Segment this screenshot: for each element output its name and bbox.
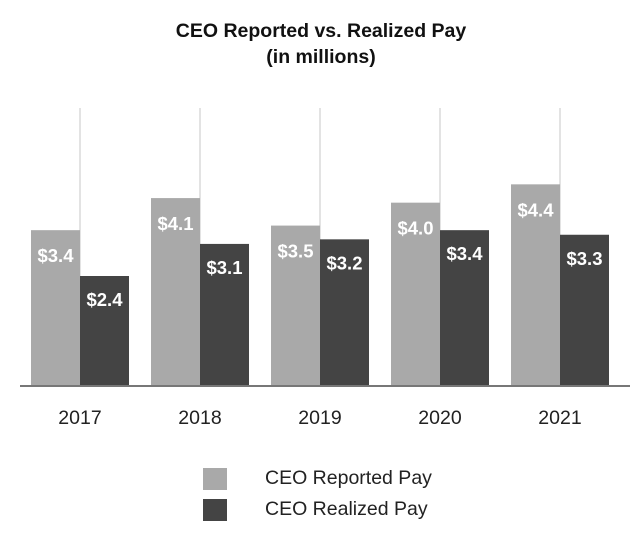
bar-realized-2019 [320, 239, 369, 386]
x-tick-label: 2020 [418, 407, 462, 429]
legend-item-reported: CEO Reported Pay [203, 467, 432, 490]
bar-reported-2019 [271, 225, 320, 386]
legend-swatch-realized [203, 498, 227, 521]
x-tick-label: 2017 [58, 407, 101, 429]
data-label: $3.3 [566, 248, 602, 269]
data-label: $3.1 [206, 257, 242, 278]
data-label: $2.4 [86, 289, 123, 310]
legend-item-realized: CEO Realized Pay [203, 498, 428, 521]
data-label: $3.5 [277, 241, 313, 262]
legend-swatch-reported [203, 467, 227, 490]
bar-reported-2018 [151, 198, 200, 386]
bar-reported-2021 [511, 184, 560, 386]
subtitle-text: (in millions) [266, 46, 376, 68]
legend-label-realized: CEO Realized Pay [265, 498, 428, 520]
data-label: $3.2 [326, 252, 362, 273]
data-label: $4.4 [517, 199, 554, 220]
x-tick-label: 2018 [178, 407, 221, 429]
bar-realized-2020 [440, 230, 489, 386]
bar-realized-2017 [80, 276, 129, 386]
data-label: $4.1 [157, 213, 193, 234]
data-label: $4.0 [397, 218, 433, 239]
bar-reported-2020 [391, 202, 440, 386]
x-tick-label: 2021 [538, 407, 581, 429]
bar-realized-2018 [200, 243, 249, 386]
bar-realized-2021 [560, 234, 609, 386]
bar-reported-2017 [31, 230, 80, 386]
x-tick-label: 2019 [298, 407, 341, 429]
data-label: $3.4 [37, 245, 74, 266]
data-label: $3.4 [446, 243, 483, 264]
title-text: CEO Reported vs. Realized Pay [175, 20, 467, 42]
chart-title: CEO Reported vs. Realized Pay (in millio… [0, 18, 642, 70]
legend-label-reported: CEO Reported Pay [265, 467, 432, 489]
